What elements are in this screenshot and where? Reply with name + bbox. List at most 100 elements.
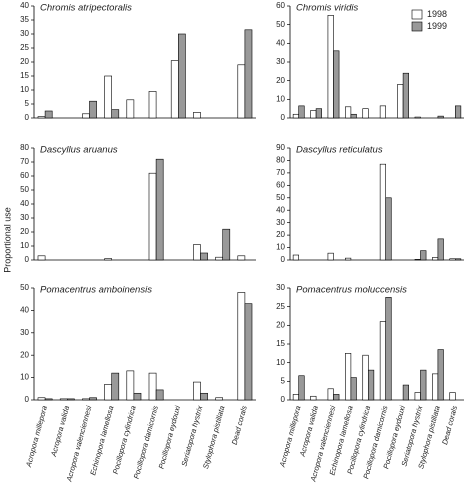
bar	[215, 256, 223, 261]
y-tick-label: 10	[276, 94, 285, 103]
bar	[432, 257, 439, 261]
bar	[437, 349, 444, 401]
x-tick-label: Seriatopora hystrix	[179, 404, 204, 467]
bar	[362, 108, 369, 119]
bar	[385, 297, 392, 401]
y-tick-label: 80	[20, 143, 29, 152]
y-tick-label: 20	[20, 227, 29, 236]
y-tick-label: 0	[281, 395, 286, 404]
bar	[414, 116, 421, 119]
bar	[155, 158, 164, 261]
y-tick-label: 5	[281, 376, 286, 385]
bar	[449, 258, 456, 261]
bar	[237, 255, 246, 261]
bar	[437, 115, 444, 119]
bar	[432, 373, 439, 401]
bar	[215, 397, 223, 401]
bar	[362, 354, 369, 401]
x-tick-label: Pocillopora eydouxi	[157, 404, 183, 469]
y-tick-label: 15	[276, 339, 285, 348]
bar	[111, 372, 120, 401]
x-tick-label: Pocillopora damicornis	[132, 404, 160, 479]
y-tick-label: 30	[20, 328, 29, 337]
y-tick-label: 10	[276, 358, 285, 367]
bar	[333, 50, 340, 119]
x-tick-label: Stylophora pistillata	[201, 405, 227, 470]
bar	[454, 258, 462, 261]
y-tick-label: 0	[25, 395, 30, 404]
y-tick-label: 30	[276, 57, 285, 66]
bar	[148, 91, 157, 119]
bar	[237, 292, 246, 401]
bar	[333, 394, 340, 401]
bar	[345, 353, 352, 401]
bar	[148, 372, 157, 401]
bar	[237, 64, 246, 119]
y-tick-label: 60	[20, 171, 29, 180]
bar	[193, 381, 201, 401]
y-tick-label: 50	[20, 185, 29, 194]
y-tick-label: 20	[20, 350, 29, 359]
x-tick-label: Dead corals	[440, 404, 459, 445]
bar	[397, 84, 404, 119]
bar	[59, 398, 68, 401]
bar	[133, 392, 142, 401]
y-tick-label: 20	[20, 57, 29, 66]
y-tick-label: 60	[276, 180, 285, 189]
y-tick-label: 30	[276, 218, 285, 227]
bar	[310, 395, 317, 401]
panel-title: Dascyllus aruanus	[40, 145, 118, 156]
y-tick-label: 10	[276, 243, 285, 252]
bar	[200, 252, 208, 261]
bar	[170, 60, 179, 119]
y-tick-label: 10	[20, 241, 29, 250]
y-tick-label: 0	[281, 113, 286, 122]
y-tick-label: 70	[20, 157, 29, 166]
bar	[350, 377, 357, 401]
bar	[315, 108, 322, 119]
y-tick-label: 40	[276, 205, 285, 214]
y-tick-label: 50	[276, 20, 285, 29]
legend-label: 1998	[427, 9, 447, 19]
bar	[44, 398, 53, 401]
x-tick-label: Pocillopora cylindrica	[111, 405, 138, 475]
bar	[104, 384, 113, 401]
bar	[292, 254, 299, 261]
bar	[385, 197, 392, 261]
bar	[449, 392, 456, 401]
bar	[104, 75, 113, 119]
bar	[244, 29, 253, 119]
bar	[379, 163, 386, 261]
bar	[148, 172, 157, 261]
bar	[345, 106, 352, 119]
y-tick-label: 20	[276, 320, 285, 329]
y-tick-label: 25	[20, 43, 29, 52]
bar	[367, 369, 375, 401]
y-tick-label: 40	[20, 1, 29, 10]
y-axis-label: Proportional use	[2, 207, 12, 273]
y-tick-label: 10	[20, 373, 29, 382]
panel-title: Pomacentrus amboinensis	[40, 285, 152, 296]
bar	[379, 105, 386, 119]
bar	[414, 259, 421, 261]
y-tick-label: 70	[276, 168, 285, 177]
y-tick-label: 60	[276, 1, 285, 10]
bar	[310, 110, 317, 119]
bar	[222, 228, 231, 261]
bar	[178, 33, 186, 119]
bar	[454, 105, 462, 119]
bar	[89, 397, 97, 401]
bar	[67, 398, 75, 401]
y-tick-label: 25	[276, 302, 285, 311]
x-tick-label: Acropora millepora	[24, 405, 49, 469]
bar	[402, 384, 409, 401]
x-tick-label: Dead corals	[230, 404, 249, 445]
y-tick-label: 35	[20, 15, 29, 24]
y-tick-label: 80	[276, 156, 285, 165]
bar	[379, 321, 386, 401]
y-tick-label: 20	[276, 230, 285, 239]
bar	[420, 250, 427, 261]
x-tick-label: Acropora millepora	[277, 405, 302, 469]
bar	[437, 238, 444, 261]
y-tick-label: 90	[276, 143, 285, 152]
